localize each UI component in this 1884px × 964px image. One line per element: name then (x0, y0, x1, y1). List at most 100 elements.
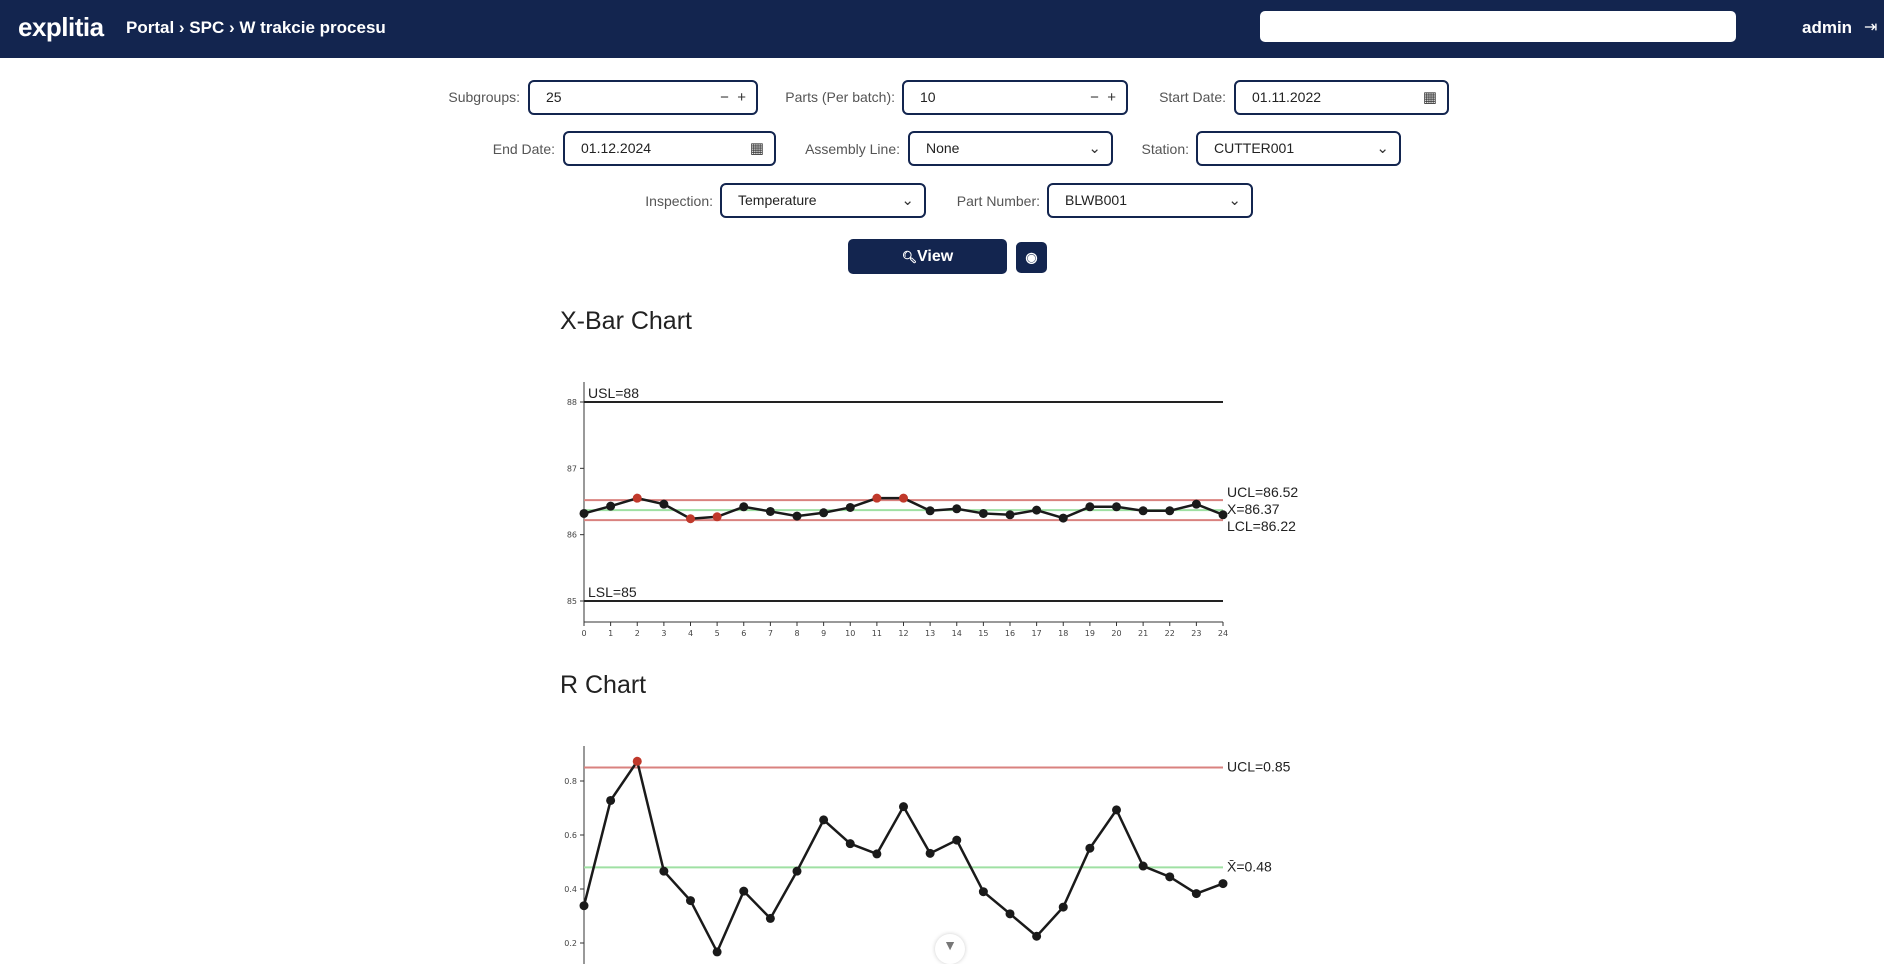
subgroups-value: 25 (546, 89, 562, 105)
data-point (1112, 502, 1121, 512)
data-point (792, 866, 802, 876)
station-select[interactable]: CUTTER001 ⌄ (1196, 131, 1401, 166)
x-tick-label: 19 (1085, 629, 1095, 638)
data-point (952, 835, 962, 845)
data-point (872, 493, 882, 503)
start-date-input[interactable]: 01.11.2022 ▦ (1234, 80, 1449, 115)
x-tick-label: 12 (898, 629, 908, 638)
view-button[interactable]: 🔍︎View (848, 239, 1007, 274)
parts-label: Parts (Per batch): (785, 89, 895, 105)
x-tick-label: 3 (661, 629, 666, 638)
data-point (952, 504, 962, 514)
station-label: Station: (1141, 141, 1189, 157)
data-point (659, 499, 669, 509)
data-point (606, 501, 616, 511)
x-tick-label: 5 (715, 629, 720, 638)
scroll-down-button[interactable]: ▼ (935, 934, 965, 964)
start-date-value: 01.11.2022 (1252, 89, 1322, 105)
chevron-down-icon: ⌄ (1376, 140, 1389, 157)
x-tick-label: 8 (794, 629, 799, 638)
data-point (1058, 513, 1068, 523)
data-point (1032, 505, 1042, 515)
x-tick-label: 6 (741, 629, 746, 638)
data-point (632, 493, 642, 503)
data-point (1058, 902, 1068, 912)
stepper-buttons[interactable]: − + (720, 89, 746, 106)
x-tick-label: 18 (1058, 629, 1068, 638)
data-point (1165, 506, 1175, 516)
y-tick-label: 86 (567, 531, 577, 540)
breadcrumb[interactable]: Portal › SPC › W trakcie procesu (126, 18, 386, 37)
assembly-line-select[interactable]: None ⌄ (908, 131, 1113, 166)
inspection-value: Temperature (738, 192, 817, 208)
series-line (582, 758, 1224, 955)
y-tick-label: 0.8 (564, 777, 577, 786)
stepper-buttons[interactable]: − + (1090, 89, 1116, 106)
logo[interactable]: explitia (18, 12, 104, 42)
user-name[interactable]: admin (1802, 18, 1853, 37)
part-number-select[interactable]: BLWB001 ⌄ (1047, 183, 1253, 218)
data-point (659, 866, 669, 876)
limit-label: UCL=0.85 (1227, 759, 1291, 775)
parts-stepper[interactable]: 10 − + (902, 80, 1128, 115)
station-value: CUTTER001 (1214, 140, 1295, 156)
subgroups-stepper[interactable]: 25 − + (528, 80, 758, 115)
part-number-label: Part Number: (956, 193, 1040, 209)
data-point (1005, 510, 1015, 520)
data-point (579, 508, 589, 518)
y-tick-label: 88 (567, 398, 577, 407)
data-point (845, 839, 855, 849)
data-point (1218, 879, 1228, 889)
x-tick-label: 22 (1165, 629, 1175, 638)
logout-icon[interactable]: ⇥ (1864, 19, 1878, 36)
part-number-value: BLWB001 (1065, 192, 1127, 208)
data-point (978, 887, 988, 897)
data-point (765, 913, 775, 923)
x-tick-label: 24 (1218, 629, 1228, 638)
x-tick-label: 23 (1191, 629, 1201, 638)
x-tick-label: 0 (581, 629, 586, 638)
x-tick-label: 20 (1111, 629, 1121, 638)
data-point (819, 508, 829, 518)
data-point (925, 506, 935, 516)
chevron-down-icon: ▼ (943, 937, 957, 953)
data-point (978, 508, 988, 518)
x-tick-label: 1 (608, 629, 613, 638)
subgroups-label: Subgroups: (448, 89, 520, 105)
chevron-down-icon: ⌄ (1088, 140, 1101, 157)
data-point (1218, 510, 1228, 520)
limit-label: X=86.37 (1227, 501, 1280, 517)
data-point (1085, 843, 1095, 853)
x-tick-label: 15 (978, 629, 988, 638)
data-point (1005, 909, 1015, 919)
assembly-line-value: None (926, 140, 960, 156)
x-tick-label: 10 (845, 629, 855, 638)
search-input[interactable] (1260, 11, 1736, 42)
data-point (845, 502, 855, 512)
x-tick-label: 7 (768, 629, 773, 638)
x-tick-label: 4 (688, 629, 693, 638)
limit-label: X̄=0.48 (1227, 858, 1272, 874)
start-date-label: Start Date: (1159, 89, 1226, 105)
calendar-icon[interactable]: ▦ (749, 140, 764, 157)
inspection-select[interactable]: Temperature ⌄ (720, 183, 926, 218)
calendar-icon[interactable]: ▦ (1422, 89, 1437, 106)
y-tick-label: 0.2 (564, 939, 577, 948)
view-label: View (917, 248, 954, 265)
end-date-input[interactable]: 01.12.2024 ▦ (563, 131, 776, 166)
y-tick-label: 0.6 (564, 831, 577, 840)
data-point (899, 493, 908, 503)
preview-button[interactable]: ◉ (1016, 242, 1047, 273)
data-point (579, 901, 589, 911)
y-tick-label: 0.4 (564, 885, 577, 894)
chevron-down-icon: ⌄ (1228, 192, 1241, 209)
x-tick-label: 2 (635, 629, 640, 638)
x-tick-label: 21 (1138, 629, 1148, 638)
data-point (1138, 861, 1148, 871)
search-icon: 🔍︎ (901, 250, 918, 264)
data-point (712, 512, 722, 522)
xbar-chart-title: X-Bar Chart (560, 307, 692, 335)
limit-label: UCL=86.52 (1227, 484, 1298, 500)
data-point (632, 756, 642, 766)
